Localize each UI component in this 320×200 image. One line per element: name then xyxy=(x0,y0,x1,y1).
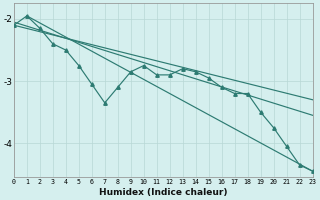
X-axis label: Humidex (Indice chaleur): Humidex (Indice chaleur) xyxy=(99,188,228,197)
